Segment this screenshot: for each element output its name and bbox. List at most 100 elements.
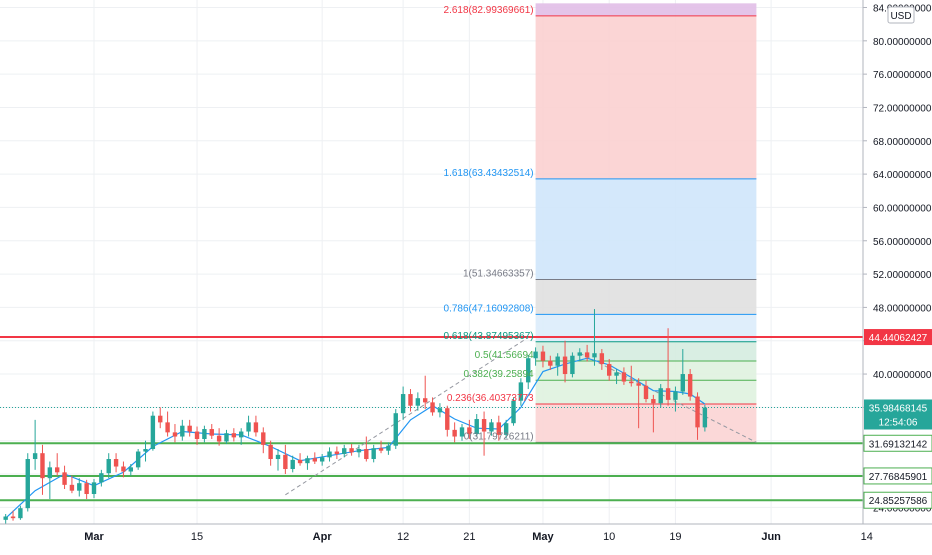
candle-body <box>607 364 612 376</box>
candle-body <box>305 458 310 464</box>
fibonacci-level-label: 0.382(39.25894 <box>464 369 535 380</box>
price-tick-label: 76.00000000 <box>873 70 932 81</box>
price-tick-label: 68.00000000 <box>873 137 932 148</box>
candle-body <box>3 516 8 520</box>
candle-body <box>599 353 605 365</box>
price-tick-label: 80.00000000 <box>873 37 932 48</box>
candle-body <box>209 429 214 436</box>
candle-body <box>25 459 30 509</box>
candle-body <box>445 408 450 430</box>
candle-body <box>577 352 582 356</box>
fibonacci-zone <box>535 178 757 280</box>
horizontal-lines <box>0 336 863 502</box>
time-tick-label: 10 <box>603 531 615 543</box>
candle-body <box>467 427 472 435</box>
fibonacci-zone <box>535 404 757 444</box>
candle-body <box>143 449 148 452</box>
candle-body <box>165 422 170 433</box>
candle-body <box>651 399 656 404</box>
candle-body <box>312 458 317 462</box>
time-axis[interactable] <box>0 523 932 550</box>
candle-body <box>555 356 560 366</box>
candle-body <box>327 451 332 458</box>
candle-body <box>621 372 627 382</box>
candle-body <box>84 483 89 495</box>
candle-body <box>121 466 126 472</box>
time-tick-label: 21 <box>463 531 475 543</box>
candle-body <box>268 444 273 460</box>
price-badge <box>863 491 932 509</box>
time-tick-label: Apr <box>313 531 333 543</box>
candle-body <box>511 400 516 424</box>
candle-body <box>106 459 111 474</box>
time-tick-label: 12 <box>397 531 409 543</box>
candle-body <box>253 422 259 433</box>
candle-body <box>91 482 97 495</box>
candle-body <box>187 425 192 432</box>
candle-body <box>283 454 288 470</box>
currency-badge[interactable]: USD <box>887 6 915 24</box>
candle-body <box>658 388 663 404</box>
price-tick-label: 40.00000000 <box>873 370 932 381</box>
candle-body <box>695 396 700 428</box>
candle-body <box>371 448 376 460</box>
candle-body <box>99 473 104 483</box>
candle-body <box>437 408 443 413</box>
candle-body <box>614 372 619 376</box>
fibonacci-zone <box>535 279 757 315</box>
fibonacci-level-label: 1.618(63.43432514) <box>444 168 534 179</box>
candle-body <box>297 459 303 464</box>
candle-body <box>47 467 53 479</box>
candle-body <box>334 451 340 455</box>
trend-line <box>285 336 529 496</box>
price-axis[interactable] <box>862 0 932 550</box>
candle-body <box>518 382 524 401</box>
candle-body <box>592 353 597 358</box>
candle-body <box>400 394 406 414</box>
price-badges: 44.44062427 31.69132142 27.76845901 24.8525… <box>863 329 932 509</box>
candle-body <box>408 394 413 406</box>
candle-body <box>481 419 487 432</box>
candle-body <box>562 356 568 375</box>
candle-body <box>172 432 178 437</box>
time-tick-label: Mar <box>84 531 104 543</box>
candle-body <box>452 429 457 437</box>
last-price-text: 35.98468145 <box>869 403 928 414</box>
candle-body <box>503 423 509 435</box>
candle-body <box>665 388 671 400</box>
candle-body <box>32 453 38 460</box>
candle-body <box>430 402 435 413</box>
candle-body <box>364 449 369 460</box>
fibonacci-level-label: 2.618(82.99369661) <box>444 5 534 16</box>
candle-body <box>584 352 590 358</box>
price-tick-label: 56.00000000 <box>873 237 932 248</box>
bar-countdown-text: 12:54:06 <box>879 417 918 428</box>
candle-body <box>40 453 45 479</box>
price-badge-text: 24.85257586 <box>869 496 928 507</box>
price-badge-text: 27.76845901 <box>869 472 928 483</box>
candle-body <box>533 351 538 359</box>
candle-body <box>386 445 391 451</box>
price-tick-label: 24.00000000 <box>873 503 932 514</box>
fibonacci-level-label: 1(51.34663357) <box>463 269 534 280</box>
candle-body <box>459 427 465 437</box>
candle-body <box>548 360 553 366</box>
fibonacci-level-label: 0(31.79726211) <box>464 431 534 442</box>
time-axis-background <box>0 524 932 550</box>
fibonacci-level-label: 0.786(47.16092808) <box>444 303 534 314</box>
time-tick-label: 14 <box>861 531 873 543</box>
candle-body <box>216 435 222 442</box>
fibonacci-labels: 2.618(82.99369661) 1.618(63.43432514) 1(51… <box>444 5 535 442</box>
fibonacci-zone <box>535 341 757 361</box>
candle-body <box>158 415 163 423</box>
time-tick-label: 19 <box>669 531 681 543</box>
time-labels: Mar 15 Apr 12 21 May 10 19 Jun 14 <box>84 531 873 543</box>
candle-body <box>342 448 347 455</box>
candle-body <box>69 484 75 491</box>
candle-body <box>349 448 354 453</box>
price-tick-label: 48.00000000 <box>873 303 932 314</box>
fibonacci-zones <box>535 3 757 444</box>
